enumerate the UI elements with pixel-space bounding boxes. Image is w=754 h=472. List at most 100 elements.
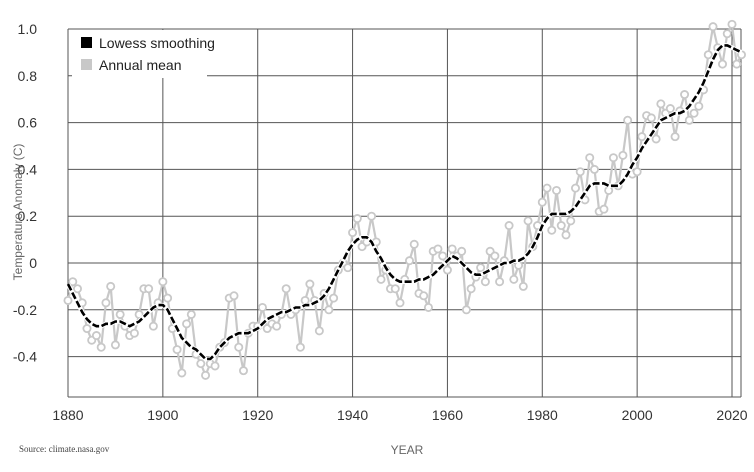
annual-mean-point bbox=[348, 228, 358, 238]
annual-mean-point bbox=[618, 150, 628, 160]
annual-mean-point bbox=[722, 29, 732, 39]
annual-mean-point bbox=[134, 309, 144, 319]
annual-mean-point bbox=[608, 153, 618, 163]
annual-mean-point bbox=[632, 167, 642, 177]
annual-mean-point bbox=[395, 298, 405, 308]
annual-mean-point bbox=[556, 221, 566, 231]
annual-mean-point bbox=[91, 331, 101, 341]
annual-mean-point bbox=[646, 113, 656, 123]
annual-mean-point bbox=[367, 211, 377, 221]
lowess-smoothing-line bbox=[66, 44, 743, 361]
annual-mean-point bbox=[295, 342, 305, 352]
annual-mean-point bbox=[552, 185, 562, 195]
annual-mean-point bbox=[599, 204, 609, 214]
annual-mean-point bbox=[314, 326, 324, 336]
annual-mean-point bbox=[110, 340, 120, 350]
x-tick-label: 1980 bbox=[527, 407, 558, 423]
annual-mean-point bbox=[409, 239, 419, 249]
y-tick-label: 0.2 bbox=[18, 208, 38, 224]
annual-mean-point bbox=[537, 197, 547, 207]
annual-mean-point bbox=[708, 22, 718, 32]
annual-mean-point bbox=[589, 164, 599, 174]
annual-mean-point bbox=[461, 305, 471, 315]
legend-label-annual: Annual mean bbox=[99, 57, 182, 73]
legend-swatch-lowess bbox=[81, 37, 92, 48]
annual-mean-point bbox=[575, 167, 585, 177]
annual-mean-point bbox=[433, 244, 443, 254]
annual-mean-point bbox=[665, 104, 675, 114]
annual-mean-point bbox=[101, 298, 111, 308]
annual-mean-point bbox=[63, 295, 73, 305]
annual-mean-point bbox=[542, 183, 552, 193]
annual-mean-point bbox=[201, 370, 211, 380]
annual-mean-point bbox=[352, 214, 362, 224]
annual-mean-point bbox=[281, 284, 291, 294]
annual-mean-point bbox=[656, 99, 666, 109]
annual-mean-point bbox=[129, 328, 139, 338]
annual-mean-point bbox=[329, 293, 339, 303]
x-axis-label: YEAR bbox=[391, 443, 424, 457]
annual-mean-point bbox=[566, 216, 576, 226]
annual-mean-point bbox=[305, 279, 315, 289]
annual-mean-point bbox=[177, 368, 187, 378]
annual-mean-point bbox=[144, 284, 154, 294]
lowess-smoothing-series bbox=[65, 43, 743, 362]
x-tick-label: 1880 bbox=[52, 407, 83, 423]
y-tick-labels: -0.4 -0.2 0 0.2 0.4 0.6 0.8 1.0 bbox=[13, 21, 37, 365]
x-tick-label: 1940 bbox=[337, 407, 368, 423]
x-tick-label: 2020 bbox=[716, 407, 747, 423]
grid-lines bbox=[67, 28, 742, 398]
annual-mean-point bbox=[504, 221, 514, 231]
y-tick-label: 0.8 bbox=[18, 68, 38, 84]
annual-mean-point bbox=[272, 321, 282, 331]
x-tick-label: 1920 bbox=[242, 407, 273, 423]
annual-mean-point bbox=[68, 277, 78, 287]
annual-mean-point bbox=[651, 134, 661, 144]
annual-mean-point bbox=[96, 342, 106, 352]
annual-mean-point bbox=[82, 324, 92, 334]
legend-background bbox=[72, 30, 207, 78]
annual-mean-point bbox=[115, 309, 125, 319]
annual-mean-point bbox=[457, 246, 467, 256]
annual-mean-point bbox=[694, 101, 704, 111]
annual-mean-point bbox=[495, 277, 505, 287]
annual-mean-point bbox=[343, 263, 353, 273]
legend-label-lowess: Lowess smoothing bbox=[99, 35, 215, 51]
annual-mean-point bbox=[727, 19, 737, 29]
annual-mean-point bbox=[561, 230, 571, 240]
annual-mean-point bbox=[476, 263, 486, 273]
annual-mean-point bbox=[623, 115, 633, 125]
x-tick-label: 2000 bbox=[622, 407, 653, 423]
y-tick-label: -0.4 bbox=[13, 349, 37, 365]
legend: Lowess smoothing Annual mean bbox=[72, 30, 215, 78]
annual-mean-point bbox=[257, 302, 267, 312]
annual-mean-point bbox=[480, 277, 490, 287]
y-tick-label: 0.4 bbox=[18, 161, 38, 177]
annual-mean-point bbox=[442, 265, 452, 275]
annual-mean-point bbox=[547, 225, 557, 235]
annual-mean-point bbox=[570, 183, 580, 193]
annual-mean-point bbox=[680, 90, 690, 100]
x-tick-label: 1960 bbox=[432, 407, 463, 423]
annual-mean-point bbox=[196, 359, 206, 369]
source-note: Source: climate.nasa.gov bbox=[19, 444, 110, 454]
annual-mean-point bbox=[466, 284, 476, 294]
annual-mean-point bbox=[689, 108, 699, 118]
annual-mean-point bbox=[210, 361, 220, 371]
annual-mean-point bbox=[637, 132, 647, 142]
annual-mean-point bbox=[234, 342, 244, 352]
annual-mean-point bbox=[518, 281, 528, 291]
annual-mean-point bbox=[423, 302, 433, 312]
y-tick-label: -0.2 bbox=[13, 302, 37, 318]
annual-mean-point bbox=[585, 153, 595, 163]
annual-mean-point bbox=[148, 321, 158, 331]
x-tick-label: 1900 bbox=[147, 407, 178, 423]
legend-swatch-annual bbox=[81, 59, 92, 70]
annual-mean-point bbox=[419, 291, 429, 301]
annual-mean-point bbox=[229, 291, 239, 301]
y-tick-label: 1.0 bbox=[18, 21, 38, 37]
x-tick-labels: 1880 1900 1920 1940 1960 1980 2000 2020 bbox=[52, 407, 747, 423]
annual-mean-point bbox=[523, 216, 533, 226]
annual-mean-point bbox=[447, 244, 457, 254]
